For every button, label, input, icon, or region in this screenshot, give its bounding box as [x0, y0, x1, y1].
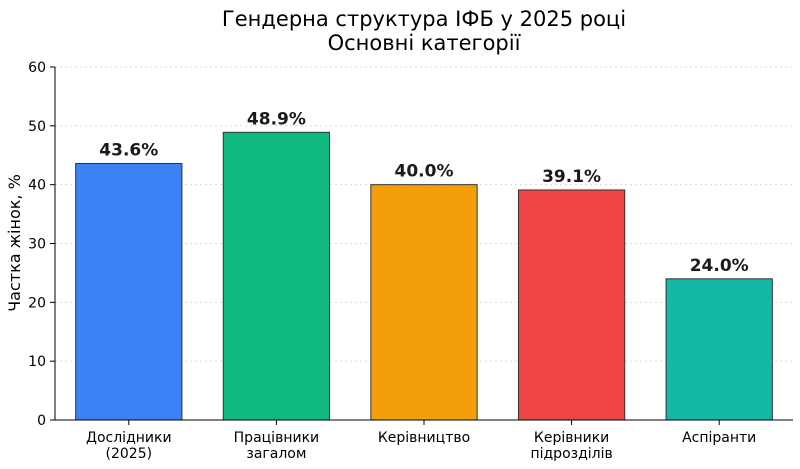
- x-tick-label-3-1: Керівництво: [378, 430, 470, 446]
- y-tick-label-10: 10: [28, 354, 46, 370]
- value-label-2: 48.9%: [247, 109, 306, 129]
- bar-3: [370, 184, 478, 421]
- value-label-1: 43.6%: [99, 140, 158, 160]
- bars: [75, 131, 773, 421]
- x-tick-label-5-1: Аспіранти: [682, 430, 756, 446]
- x-tick-label-2-2: загалом: [246, 446, 306, 462]
- value-label-5: 24.0%: [690, 256, 749, 276]
- y-axis-label: Частка жінок, %: [5, 174, 24, 312]
- x-tick-label-2-1: Працівники: [234, 430, 319, 446]
- chart-title: Гендерна структура ІФБ у 2025 роціОсновн…: [222, 7, 626, 55]
- y-tick-label-50: 50: [28, 119, 46, 135]
- y-tick-label-0: 0: [37, 413, 46, 429]
- value-label-3: 40.0%: [395, 162, 454, 182]
- chart-title-line-2: Основні категорії: [328, 31, 521, 55]
- x-tick-label-1-1: Дослідники: [86, 430, 172, 446]
- y-tick-label-60: 60: [28, 60, 46, 76]
- bar-2: [222, 131, 331, 421]
- y-tick-label-40: 40: [28, 178, 46, 194]
- y-axis-ticks: 0 10 20 30 40 50 60: [28, 60, 55, 429]
- bar-5: [665, 278, 773, 421]
- bar-1: [75, 162, 183, 421]
- x-tick-label-1-2: (2025): [106, 446, 153, 462]
- chart-title-line-1: Гендерна структура ІФБ у 2025 році: [222, 7, 626, 31]
- bar-4: [517, 189, 626, 421]
- value-labels: 43.6% 48.9% 40.0% 39.1% 24.0%: [99, 109, 748, 275]
- x-tick-label-4-1: Керівники: [534, 430, 609, 446]
- y-tick-label-30: 30: [28, 237, 46, 253]
- value-label-4: 39.1%: [542, 167, 601, 187]
- x-tick-label-4-2: підрозділів: [530, 446, 612, 462]
- y-tick-label-20: 20: [28, 295, 46, 311]
